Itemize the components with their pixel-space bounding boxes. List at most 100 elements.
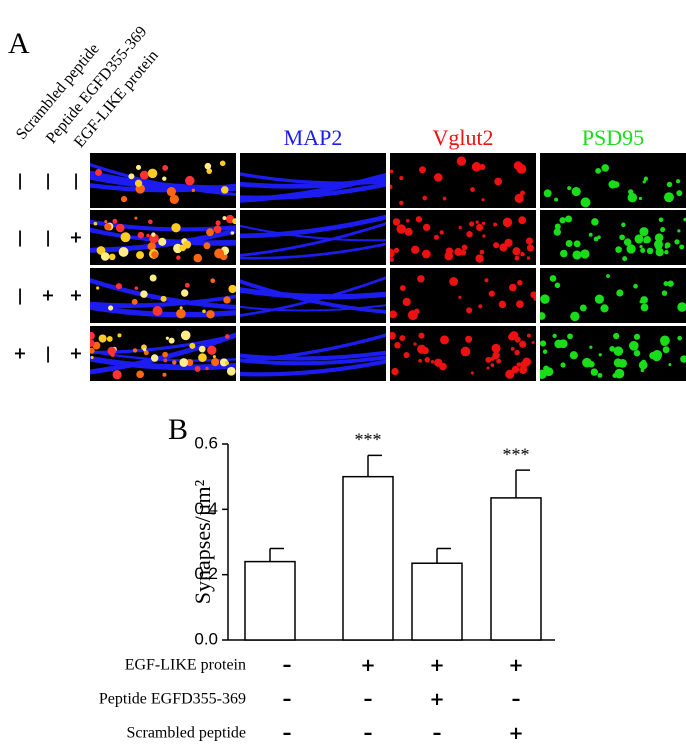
puncta bbox=[490, 356, 495, 361]
puncta bbox=[162, 351, 168, 358]
puncta bbox=[493, 222, 498, 227]
puncta bbox=[90, 356, 94, 360]
puncta bbox=[516, 164, 527, 174]
puncta bbox=[406, 219, 410, 223]
condition-sign: – bbox=[364, 689, 373, 710]
puncta bbox=[621, 222, 626, 228]
treatment-sign: | bbox=[45, 171, 51, 191]
puncta bbox=[96, 246, 106, 255]
puncta bbox=[640, 368, 645, 373]
puncta bbox=[544, 367, 554, 377]
puncta bbox=[482, 234, 486, 238]
puncta bbox=[399, 285, 406, 291]
puncta bbox=[454, 247, 463, 256]
puncta bbox=[460, 346, 471, 357]
dendrite bbox=[90, 294, 236, 308]
puncta bbox=[134, 216, 138, 220]
dendrite bbox=[240, 224, 386, 242]
puncta bbox=[606, 274, 610, 278]
puncta bbox=[172, 360, 177, 365]
dendrite bbox=[90, 219, 236, 232]
puncta bbox=[100, 252, 110, 261]
puncta bbox=[526, 244, 535, 252]
puncta bbox=[517, 279, 523, 286]
puncta bbox=[520, 190, 525, 196]
condition-sign: + bbox=[508, 723, 523, 744]
puncta bbox=[185, 175, 195, 186]
puncta bbox=[526, 333, 531, 338]
puncta bbox=[418, 358, 422, 363]
puncta bbox=[456, 156, 467, 166]
puncta bbox=[137, 231, 145, 239]
dendrite bbox=[240, 355, 386, 366]
puncta bbox=[115, 283, 122, 290]
puncta bbox=[110, 352, 115, 358]
puncta bbox=[206, 168, 213, 174]
dendrite bbox=[240, 287, 386, 300]
puncta bbox=[639, 300, 643, 304]
puncta bbox=[476, 223, 484, 231]
micrograph-content bbox=[390, 156, 527, 206]
puncta bbox=[211, 357, 220, 367]
puncta bbox=[519, 340, 527, 348]
y-tick-label: 0.6 bbox=[194, 433, 218, 452]
puncta bbox=[213, 225, 222, 234]
puncta bbox=[591, 218, 599, 226]
puncta bbox=[117, 333, 122, 338]
y-tick-label: 0.0 bbox=[194, 629, 218, 648]
puncta bbox=[627, 192, 638, 203]
micrograph-content bbox=[240, 214, 386, 260]
condition-label: Peptide EGFD355-369 bbox=[99, 691, 246, 708]
micrograph-content bbox=[90, 160, 236, 204]
puncta bbox=[679, 244, 685, 250]
micrograph bbox=[540, 210, 686, 265]
puncta bbox=[415, 216, 423, 223]
treatment-sign: + bbox=[69, 344, 82, 363]
puncta bbox=[403, 351, 410, 359]
puncta bbox=[514, 255, 520, 261]
puncta bbox=[143, 350, 149, 356]
puncta bbox=[417, 275, 425, 283]
puncta bbox=[664, 249, 669, 255]
puncta bbox=[618, 358, 628, 368]
puncta bbox=[434, 358, 443, 367]
puncta bbox=[165, 336, 169, 340]
puncta bbox=[189, 342, 196, 349]
puncta bbox=[134, 179, 143, 187]
puncta bbox=[139, 170, 149, 180]
channel-label: MAP2 bbox=[284, 125, 343, 150]
puncta bbox=[442, 196, 447, 201]
puncta bbox=[413, 342, 417, 346]
puncta bbox=[479, 249, 485, 255]
puncta bbox=[660, 226, 666, 233]
error-bar bbox=[269, 547, 284, 562]
puncta bbox=[505, 223, 509, 227]
puncta bbox=[191, 188, 196, 193]
puncta bbox=[112, 218, 118, 224]
puncta bbox=[531, 340, 535, 345]
bar bbox=[244, 560, 296, 641]
puncta bbox=[470, 371, 474, 375]
treatment-sign: | bbox=[17, 228, 23, 248]
puncta bbox=[394, 342, 401, 349]
puncta bbox=[146, 233, 150, 238]
puncta bbox=[223, 296, 231, 304]
puncta bbox=[633, 349, 641, 357]
puncta bbox=[594, 294, 604, 304]
micrograph-bg bbox=[390, 210, 536, 265]
treatment-sign: | bbox=[73, 171, 79, 191]
puncta bbox=[663, 281, 669, 287]
puncta bbox=[202, 309, 206, 314]
puncta bbox=[162, 165, 169, 171]
puncta bbox=[640, 303, 649, 312]
dendrite bbox=[240, 350, 386, 361]
puncta bbox=[206, 310, 215, 319]
puncta bbox=[666, 181, 673, 188]
puncta bbox=[108, 305, 114, 311]
puncta bbox=[118, 247, 129, 257]
puncta bbox=[484, 278, 489, 283]
puncta bbox=[136, 370, 144, 379]
puncta bbox=[613, 346, 624, 356]
puncta bbox=[136, 251, 145, 260]
treatment-sign: + bbox=[41, 286, 54, 305]
